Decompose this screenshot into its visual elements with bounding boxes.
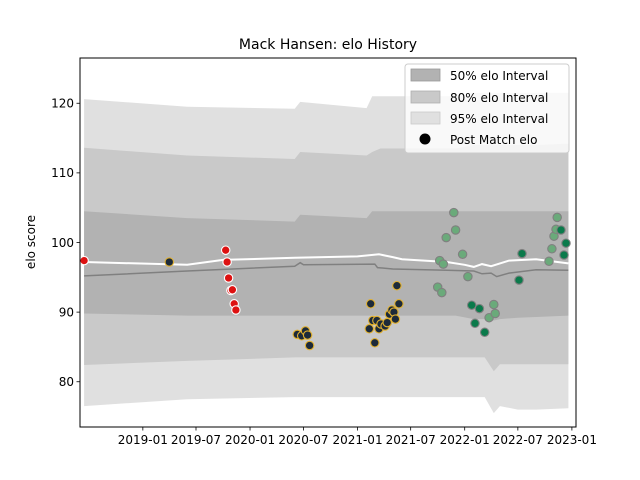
x-tick-label-2020-01: 2020-01 [225, 433, 275, 447]
data-point-navy-9 [370, 338, 380, 348]
post-match-points [79, 207, 571, 351]
data-point-light_green-10 [489, 299, 499, 310]
data-point-navy-20 [394, 299, 404, 309]
data-point-red-0 [79, 255, 89, 266]
legend-marker-post-match [419, 133, 431, 145]
data-point-dark_green-3 [479, 327, 490, 338]
x-axis: 2019-01 2019-07 2020-01 2020-07 2021-01 2021-… [118, 427, 597, 447]
y-axis-label: elo score [24, 215, 38, 269]
data-point-red-1 [220, 245, 231, 255]
data-point-dark_green-5 [517, 248, 527, 259]
mean-elo-line [84, 253, 569, 268]
data-point-light_green-8 [463, 271, 473, 282]
y-tick-label-80: 80 [59, 375, 74, 389]
legend-label-band50: 50% elo Interval [450, 69, 548, 83]
data-point-navy-0 [164, 257, 175, 267]
x-tick-label-2022-07: 2022-07 [493, 433, 543, 447]
data-point-light_green-5 [449, 207, 459, 218]
x-tick-label-2021-07: 2021-07 [386, 433, 436, 447]
data-point-light_green-11 [490, 308, 500, 319]
legend-box [404, 63, 570, 154]
x-tick-label-2019-01: 2019-01 [118, 433, 168, 447]
data-point-red-2 [222, 257, 232, 267]
legend-swatch-band50 [410, 68, 441, 82]
x-tick-label-2022-01: 2022-01 [440, 433, 490, 447]
chart-title: Mack Hansen: elo History [239, 37, 417, 53]
y-tick-label-120: 120 [51, 97, 74, 111]
data-point-dark_green-1 [470, 318, 480, 329]
y-tick-label-90: 90 [59, 305, 74, 319]
data-point-light_green-12 [544, 256, 554, 267]
data-point-navy-4 [302, 330, 313, 340]
data-point-navy-19 [392, 280, 402, 291]
data-point-red-3 [223, 273, 234, 283]
data-point-light_green-3 [438, 259, 449, 269]
x-tick-label-2019-07: 2019-07 [171, 433, 221, 447]
y-tick-label-100: 100 [51, 236, 74, 250]
legend-swatch-band95 [410, 111, 441, 125]
legend: 50% elo Interval 80% elo Interval 95% el… [404, 63, 570, 154]
x-tick-label-2021-01: 2021-01 [332, 433, 382, 447]
data-point-navy-5 [304, 340, 315, 351]
data-point-light_green-2 [437, 287, 447, 298]
legend-label-band80: 80% elo Interval [450, 91, 548, 105]
data-point-light_green-16 [552, 212, 562, 223]
data-point-light_green-7 [457, 249, 468, 260]
legend-label-post-match: Post Match elo [450, 133, 537, 147]
data-point-navy-14 [382, 317, 392, 328]
data-point-navy-18 [390, 314, 401, 324]
interval-bands [84, 92, 569, 414]
data-point-red-5 [227, 285, 238, 295]
data-point-navy-6 [364, 324, 375, 334]
data-point-dark_green-4 [514, 275, 524, 285]
data-point-dark_green-8 [561, 238, 571, 248]
data-point-red-7 [231, 305, 241, 315]
data-point-dark_green-7 [559, 250, 569, 260]
data-point-light_green-13 [547, 244, 557, 254]
y-tick-label-110: 110 [51, 166, 74, 180]
x-tick-label-2020-07: 2020-07 [278, 433, 328, 447]
data-point-dark_green-0 [466, 300, 477, 310]
legend-swatch-band80 [410, 90, 441, 104]
y-axis: 80 90 100 110 120 [51, 97, 80, 389]
data-point-dark_green-6 [556, 225, 566, 235]
trend-lines [84, 253, 569, 278]
data-point-light_green-6 [450, 225, 461, 235]
x-tick-label-2023-01: 2023-01 [547, 433, 597, 447]
data-point-dark_green-2 [474, 303, 485, 314]
data-point-navy-7 [365, 299, 376, 309]
legend-label-band95: 95% elo Interval [450, 112, 548, 126]
median-elo-line [84, 261, 569, 278]
data-point-light_green-4 [441, 232, 451, 243]
